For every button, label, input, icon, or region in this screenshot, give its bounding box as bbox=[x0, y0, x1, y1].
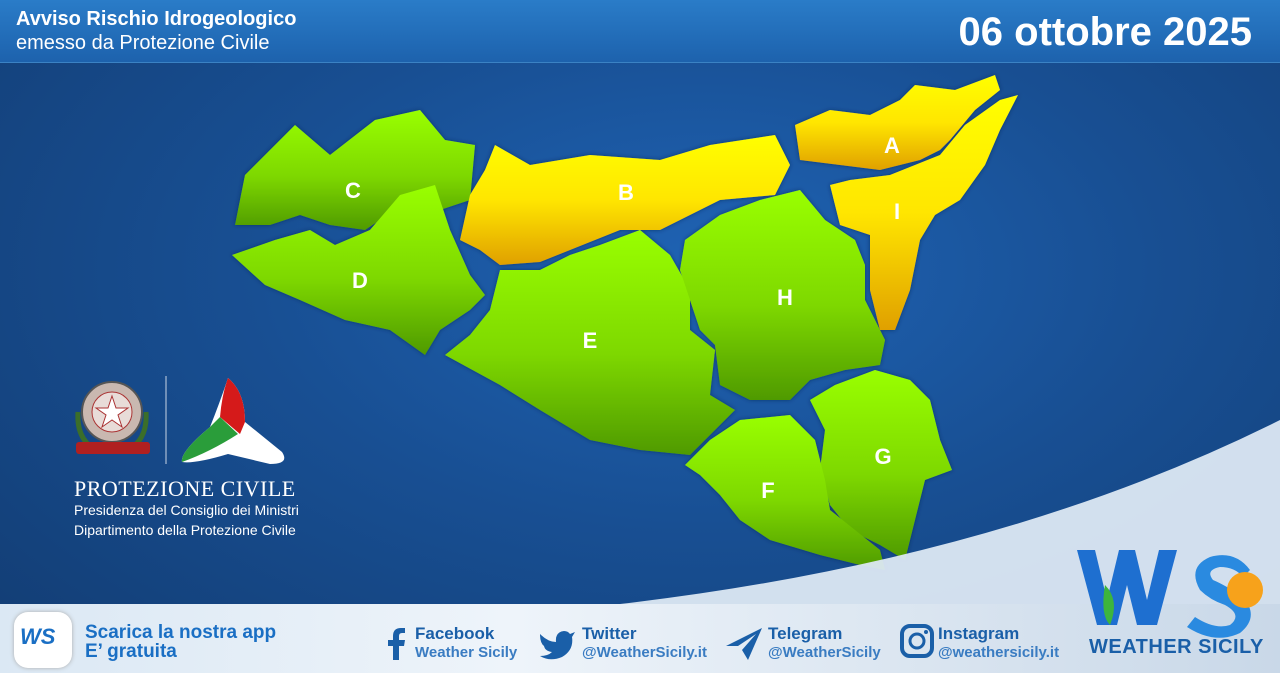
page-title: Avviso Rischio Idrogeologico bbox=[16, 8, 297, 30]
zone-label-E: E bbox=[583, 328, 598, 353]
zone-G bbox=[810, 370, 952, 560]
zone-label-F: F bbox=[761, 478, 774, 503]
weather-sicily-brand: WEATHER SICILY bbox=[1089, 636, 1264, 658]
zone-B bbox=[460, 135, 790, 265]
header-bar: Avviso Rischio Idrogeologico emesso da P… bbox=[0, 0, 1280, 63]
zone-D bbox=[232, 185, 485, 355]
zone-label-G: G bbox=[874, 444, 891, 469]
app-icon[interactable]: WS bbox=[14, 612, 72, 668]
alert-date: 06 ottobre 2025 bbox=[958, 10, 1252, 54]
pc-line1: Presidenza del Consiglio dei Ministri bbox=[74, 502, 299, 518]
weather-sicily-logo-icon bbox=[1077, 550, 1263, 638]
app-download-text[interactable]: Scarica la nostra app bbox=[85, 622, 277, 643]
zone-label-B: B bbox=[618, 180, 634, 205]
app-free-text: E’ gratuita bbox=[85, 641, 177, 662]
zone-label-D: D bbox=[352, 268, 368, 293]
pc-line2: Dipartimento della Protezione Civile bbox=[74, 522, 296, 538]
zone-H bbox=[680, 190, 885, 400]
zone-E bbox=[445, 230, 735, 455]
page-subtitle: emesso da Protezione Civile bbox=[16, 32, 270, 54]
twitter-icon bbox=[540, 631, 575, 660]
protezione-civile-logo: PROTEZIONE CIVILE Presidenza del Consigl… bbox=[60, 372, 300, 542]
zone-label-H: H bbox=[777, 285, 793, 310]
instagram-icon bbox=[900, 624, 934, 658]
zone-label-C: C bbox=[345, 178, 361, 203]
pc-name: PROTEZIONE CIVILE bbox=[74, 476, 296, 501]
footer-bar bbox=[0, 604, 1280, 673]
italian-emblem-and-pc-icon bbox=[75, 376, 285, 464]
zone-A bbox=[795, 75, 1000, 170]
zone-I bbox=[830, 95, 1018, 330]
zone-label-I: I bbox=[894, 199, 900, 224]
telegram-icon bbox=[726, 628, 762, 660]
zone-F bbox=[685, 415, 885, 570]
facebook-icon bbox=[388, 628, 405, 660]
zone-label-A: A bbox=[884, 133, 900, 158]
